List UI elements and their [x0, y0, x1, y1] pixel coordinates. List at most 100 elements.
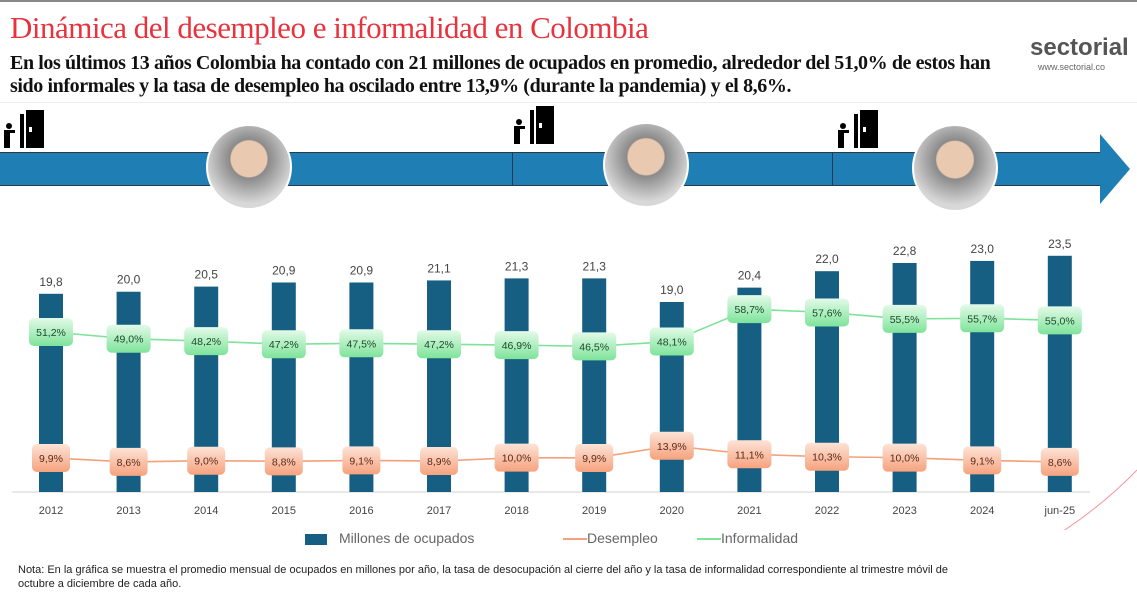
footnote: Nota: En la gráfica se muestra el promed…	[18, 564, 949, 590]
page-title: Dinámica del desempleo e informalidad en…	[10, 10, 649, 45]
line-data-label: 47,2%	[269, 339, 299, 351]
president-portrait	[603, 122, 689, 208]
president-portrait	[912, 124, 998, 212]
bar-data-label: 20,5	[195, 268, 219, 282]
line-point-informalidad	[960, 304, 1005, 333]
line-point-desempleo	[420, 447, 458, 476]
divider	[0, 102, 1137, 103]
bar-data-label: 19,8	[39, 275, 63, 289]
line-data-label: 8,6%	[117, 457, 141, 469]
line-data-label: 9,0%	[194, 456, 218, 468]
x-tick-label: jun-25	[1044, 505, 1076, 517]
line-point-desempleo	[342, 446, 381, 475]
bar-data-label: 20,4	[738, 269, 762, 283]
line-data-label: 8,6%	[1048, 457, 1072, 469]
line-point-desempleo	[805, 442, 849, 471]
line-data-label: 9,9%	[39, 453, 63, 465]
line-point-desempleo	[32, 443, 70, 472]
door-exit-icon	[514, 106, 554, 144]
bar-data-label: 21,3	[505, 259, 529, 273]
line-point-informalidad	[572, 332, 617, 361]
decorative-curve	[1063, 469, 1137, 530]
line-point-desempleo	[649, 431, 694, 460]
bar-data-label: 21,1	[427, 261, 451, 275]
line-data-label: 48,2%	[191, 336, 221, 348]
x-tick-label: 2013	[116, 505, 140, 517]
legend-label: Desempleo	[587, 530, 658, 546]
line-data-label: 46,5%	[579, 341, 609, 353]
line-point-informalidad	[649, 327, 694, 356]
door-exit-icon	[4, 110, 44, 148]
bar-data-label: 23,5	[1048, 237, 1072, 251]
line-data-label: 57,6%	[812, 307, 842, 319]
line-data-label: 49,0%	[114, 334, 144, 346]
x-tick-label: 2021	[737, 505, 761, 517]
legend-swatch	[305, 533, 327, 545]
president-portrait	[206, 124, 292, 210]
timeline-divider	[832, 152, 833, 186]
bar-data-label: 23,0	[971, 242, 995, 256]
line-point-informalidad	[29, 318, 73, 346]
line-data-label: 10,0%	[890, 453, 920, 465]
line-point-informalidad	[261, 330, 306, 359]
page-subtitle: En los últimos 13 años Colombia ha conta…	[10, 52, 991, 97]
line-point-desempleo	[264, 447, 303, 476]
line-point-informalidad	[417, 330, 461, 359]
legend-swatch	[563, 538, 587, 541]
line-point-informalidad	[882, 304, 927, 333]
legend-informalidad: Informalidad	[697, 530, 798, 546]
line-point-informalidad	[106, 324, 151, 353]
line-data-label: 9,9%	[582, 453, 606, 465]
line-data-label: 58,7%	[735, 304, 765, 316]
line-data-label: 9,1%	[970, 455, 994, 467]
legend-desempleo: Desempleo	[563, 530, 658, 546]
line-data-label: 9,1%	[349, 455, 373, 467]
bar-data-label: 20,9	[272, 263, 296, 277]
line-data-label: 46,9%	[502, 340, 532, 352]
logo: sectorial	[1030, 34, 1129, 61]
legend-ocupados: Millones de ocupados	[305, 530, 474, 546]
top-border	[0, 0, 1137, 2]
line-point-informalidad	[805, 298, 849, 327]
line-point-informalidad	[339, 329, 384, 358]
line-point-desempleo	[1040, 447, 1079, 476]
line-point-desempleo	[727, 440, 772, 469]
timeline-divider	[512, 152, 513, 186]
line-point-desempleo	[109, 447, 148, 476]
x-tick-label: 2022	[815, 505, 839, 517]
line-data-label: 55,5%	[890, 314, 920, 326]
timeline-arrow	[1100, 134, 1130, 204]
line-data-label: 55,0%	[1045, 315, 1075, 327]
bar-data-label: 21,3	[583, 259, 607, 273]
x-tick-label: 2018	[504, 505, 528, 517]
bar-data-label: 22,8	[893, 244, 917, 258]
x-tick-label: 2024	[970, 505, 994, 517]
legend-swatch	[697, 538, 721, 541]
logo-url: www.sectorial.co	[1038, 62, 1106, 72]
line-point-desempleo	[187, 446, 226, 475]
line-point-desempleo	[575, 443, 614, 472]
bar-data-label: 20,0	[117, 273, 141, 287]
line-point-desempleo	[494, 443, 539, 472]
line-point-informalidad	[1037, 306, 1082, 335]
bar-data-label: 19,0	[660, 283, 684, 297]
line-data-label: 48,1%	[657, 336, 687, 348]
bar-data-label: 22,0	[815, 252, 839, 266]
line-point-desempleo	[882, 443, 927, 472]
line-data-label: 47,5%	[347, 338, 377, 350]
x-tick-label: 2023	[892, 505, 916, 517]
line-data-label: 13,9%	[657, 441, 687, 453]
line-point-informalidad	[727, 295, 772, 324]
line-point-informalidad	[494, 331, 539, 360]
x-tick-label: 2020	[660, 505, 684, 517]
bar-data-label: 20,9	[350, 263, 374, 277]
line-data-label: 10,0%	[502, 453, 532, 465]
legend-label: Millones de ocupados	[339, 530, 475, 546]
line-data-label: 51,2%	[36, 327, 66, 339]
line-point-desempleo	[963, 446, 1002, 475]
line-data-label: 47,2%	[424, 339, 454, 351]
line-data-label: 10,3%	[812, 452, 842, 464]
x-tick-label: 2017	[427, 505, 451, 517]
x-tick-label: 2014	[194, 505, 218, 517]
line-data-label: 8,8%	[272, 456, 296, 468]
